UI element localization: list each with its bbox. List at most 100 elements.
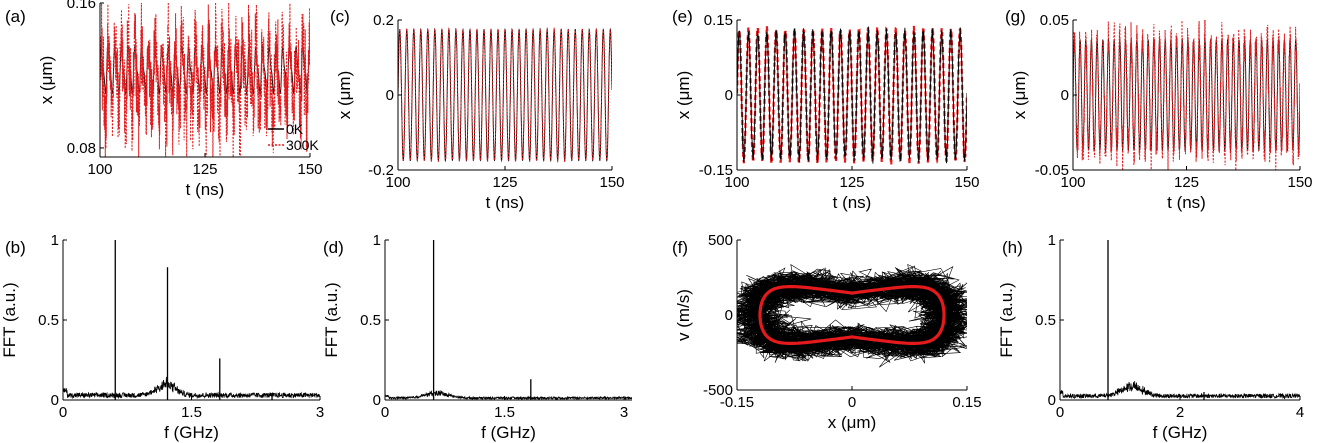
y-tick-label: 500 [708, 232, 733, 249]
x-tick-label: 0 [59, 404, 67, 421]
plot-area [737, 263, 967, 368]
x-tick-label: 150 [954, 174, 979, 191]
y-tick-label: 0.16 [67, 0, 96, 12]
series-line-0 [398, 27, 612, 163]
x-tick-label: 3 [620, 404, 628, 421]
y-tick-label: 1 [373, 232, 381, 249]
x-axis-label: t (ns) [486, 193, 525, 212]
x-tick-label: 1.5 [494, 404, 515, 421]
y-tick-label: 0.5 [360, 312, 381, 329]
x-axis-label: f (GHz) [164, 423, 219, 442]
x-tick-label: 150 [297, 161, 322, 178]
y-tick-label: 0 [725, 307, 733, 324]
legend-label: 300K [286, 137, 319, 153]
panel-letter: (c) [330, 7, 350, 26]
y-tick-label: -500 [703, 382, 733, 399]
y-axis-label: FFT (a.u.) [0, 282, 19, 357]
panel-b: 0 1.5 3 0 0.5 1 f (GHz) FFT (a.u.) (b) [0, 232, 324, 442]
x-axis-label: t (ns) [186, 180, 225, 199]
x-tick-label: 0 [848, 394, 856, 411]
noisy-trajectory [738, 287, 967, 343]
spectrum-noise-line [1060, 381, 1300, 400]
plot-area [100, 3, 310, 157]
y-tick-label: 0.08 [67, 140, 96, 157]
x-tick-label: 125 [192, 161, 217, 178]
noisy-trajectory [737, 272, 967, 364]
x-tick-label: 4 [1296, 404, 1304, 421]
panel-letter: (g) [1005, 7, 1026, 26]
y-tick-label: 0 [1061, 87, 1069, 104]
plot-area [398, 27, 612, 164]
y-tick-label: 0.15 [704, 12, 733, 29]
y-axis-label: x (μm) [335, 71, 354, 120]
y-axis-label: FFT (a.u.) [322, 282, 341, 357]
y-axis-label: x (μm) [37, 56, 56, 105]
y-tick-label: 1 [1048, 232, 1056, 249]
y-tick-label: -0.15 [699, 162, 733, 179]
x-tick-label: 125 [839, 174, 864, 191]
legend-label: 0K [286, 121, 304, 137]
y-axis-label: x (μm) [674, 71, 693, 120]
panel-letter: (a) [5, 7, 26, 26]
y-tick-label: 0 [1048, 392, 1056, 409]
limit-cycle-line [758, 285, 946, 345]
x-tick-label: 100 [724, 174, 749, 191]
y-axis-label: v (m/s) [674, 289, 693, 341]
plot-area [1060, 240, 1300, 400]
panel-g: 100 125 150 -0.05 0 0.05 t (ns) x (μm) (g) [1005, 7, 1313, 212]
x-axis-label: x (μm) [828, 413, 877, 432]
x-axis-label: f (GHz) [1153, 423, 1208, 442]
x-tick-label: 2 [1176, 404, 1184, 421]
y-tick-label: 0 [386, 87, 394, 104]
y-tick-label: 0 [373, 392, 381, 409]
panel-h: 0 2 4 0 0.5 1 f (GHz) FFT (a.u.) (h) [997, 232, 1304, 442]
series-line-1 [737, 26, 967, 164]
noisy-trajectory [737, 268, 961, 361]
y-axis-label: x (μm) [1010, 71, 1029, 120]
x-tick-label: 0.15 [952, 394, 981, 411]
x-tick-label: 150 [1287, 174, 1312, 191]
x-axis-label: f (GHz) [481, 423, 536, 442]
y-tick-label: 0.5 [38, 312, 59, 329]
x-tick-label: 150 [599, 174, 624, 191]
x-tick-label: 0 [1056, 404, 1064, 421]
x-tick-label: 1.5 [181, 404, 202, 421]
spectrum-noise-line [63, 376, 320, 400]
y-tick-label: 0 [51, 392, 59, 409]
y-axis-label: FFT (a.u.) [997, 282, 1016, 357]
x-tick-label: 125 [1174, 174, 1199, 191]
panel-letter: (b) [5, 238, 26, 257]
plot-area [737, 25, 967, 165]
panel-letter: (f) [672, 238, 688, 257]
x-axis-label: t (ns) [833, 193, 872, 212]
panel-f: -0.15 0 0.15 -500 0 500 x (μm) v (m/s) (f) [672, 232, 982, 432]
noisy-trajectory [760, 272, 961, 356]
y-tick-label: -0.2 [368, 162, 394, 179]
x-tick-label: 100 [87, 161, 112, 178]
x-tick-label: 100 [385, 174, 410, 191]
panel-d: 0 1.5 3 0 0.5 1 f (GHz) FFT (a.u.) (d) [322, 232, 632, 442]
y-tick-label: 0 [725, 87, 733, 104]
spectrum-noise-line [385, 389, 632, 400]
noisy-trajectory [737, 273, 967, 361]
panel-letter: (d) [323, 238, 344, 257]
y-tick-label: 0.5 [1035, 312, 1056, 329]
x-axis-label: t (ns) [1167, 193, 1206, 212]
panel-c: 100 125 150 -0.2 0 0.2 t (ns) x (μm) (c) [330, 7, 625, 212]
panel-letter: (e) [672, 7, 693, 26]
y-tick-label: -0.05 [1035, 162, 1069, 179]
noisy-trajectory [756, 284, 946, 345]
y-tick-label: 1 [51, 232, 59, 249]
panel-e: 100 125 150 -0.15 0 0.15 t (ns) x (μm) (e) [672, 7, 980, 212]
plot-area [1073, 20, 1300, 170]
x-tick-label: -0.15 [720, 394, 754, 411]
plot-area [385, 240, 632, 400]
x-tick-label: 3 [316, 404, 324, 421]
series-line-1 [1073, 20, 1300, 170]
series-line-1 [398, 27, 612, 164]
x-tick-label: 125 [492, 174, 517, 191]
x-tick-label: 0 [381, 404, 389, 421]
